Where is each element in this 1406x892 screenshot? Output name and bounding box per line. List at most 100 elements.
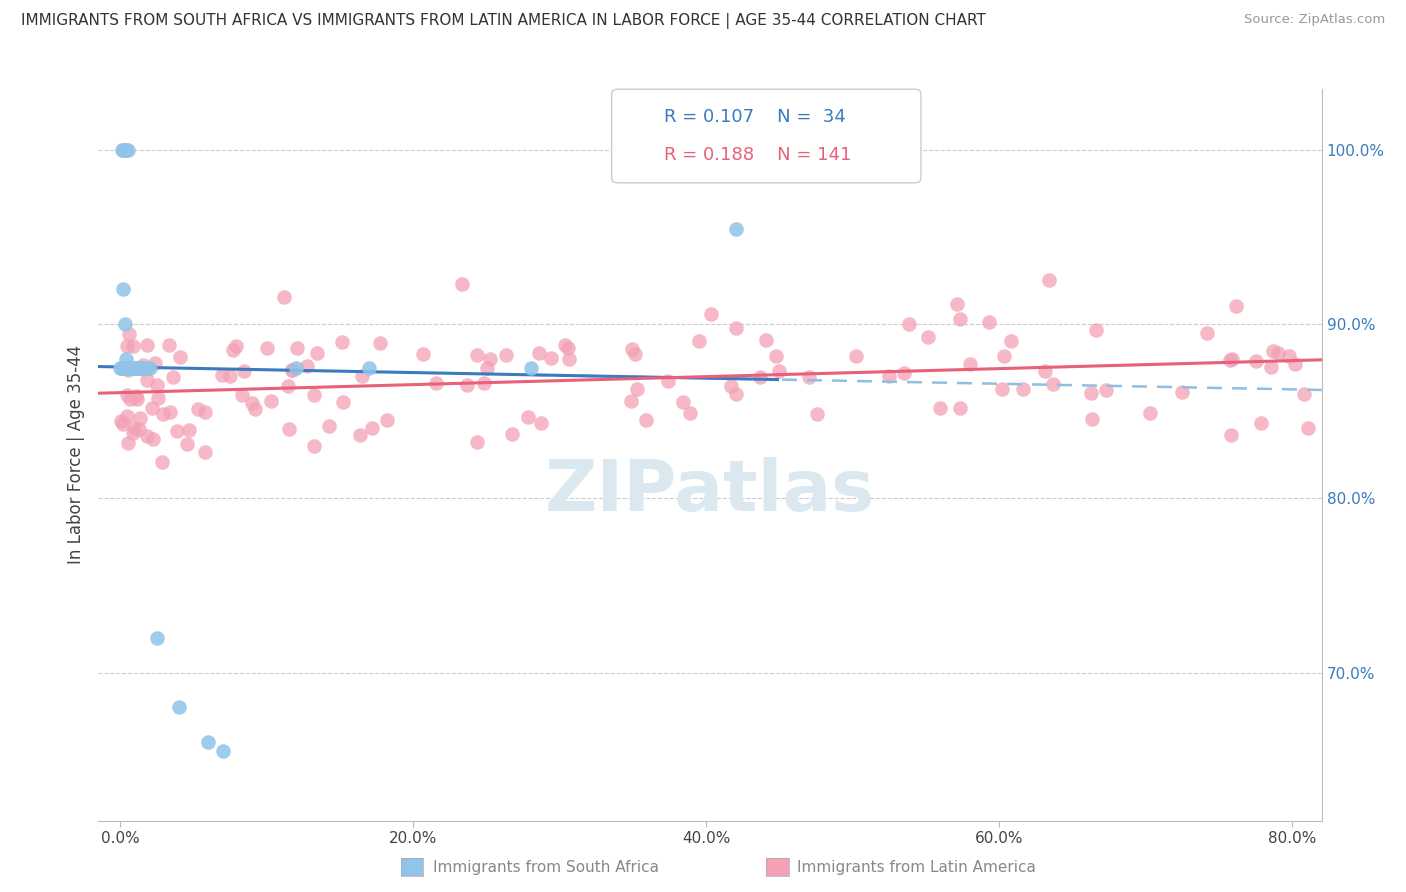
Point	[240, 396, 263, 410]
Point	[159, 405, 181, 419]
Point	[136, 337, 159, 351]
Point	[725, 387, 748, 401]
Point	[129, 360, 152, 375]
Point	[991, 382, 1014, 396]
Point	[456, 378, 478, 392]
Point	[1220, 352, 1243, 367]
Point	[845, 349, 868, 363]
Point	[124, 360, 146, 375]
Point	[636, 413, 658, 427]
Point	[138, 360, 160, 375]
Point	[1284, 357, 1306, 371]
Point	[1220, 427, 1243, 442]
Point	[1038, 273, 1060, 287]
Point	[111, 143, 134, 157]
Point	[1246, 353, 1268, 368]
Point	[118, 326, 141, 341]
Point	[1225, 299, 1247, 313]
Point	[141, 401, 163, 416]
Point	[135, 373, 157, 387]
Point	[349, 428, 371, 442]
Point	[977, 315, 1000, 329]
Point	[724, 221, 747, 235]
Point	[277, 378, 299, 392]
Point	[169, 351, 191, 365]
Point	[1261, 344, 1284, 359]
Point	[143, 356, 166, 370]
Point	[146, 378, 169, 392]
Point	[112, 283, 135, 297]
Text: IMMIGRANTS FROM SOUTH AFRICA VS IMMIGRANTS FROM LATIN AMERICA IN LABOR FORCE | A: IMMIGRANTS FROM SOUTH AFRICA VS IMMIGRAN…	[21, 13, 986, 29]
Point	[222, 343, 245, 358]
Point	[162, 370, 184, 384]
Point	[117, 409, 139, 423]
Point	[157, 338, 180, 352]
Point	[302, 388, 325, 402]
Point	[152, 407, 174, 421]
Point	[118, 360, 141, 375]
Point	[949, 312, 972, 326]
Point	[749, 369, 772, 384]
Point	[127, 360, 149, 375]
Point	[117, 360, 139, 375]
Point	[233, 364, 256, 378]
Point	[368, 335, 391, 350]
Point	[450, 277, 472, 292]
Point	[1278, 349, 1301, 363]
Point	[231, 388, 253, 402]
Point	[167, 700, 190, 714]
Point	[501, 427, 523, 442]
Point	[132, 360, 155, 375]
Point	[125, 389, 148, 403]
Point	[125, 392, 148, 407]
Point	[519, 360, 541, 375]
Point	[425, 376, 447, 390]
Point	[1219, 352, 1241, 367]
Point	[359, 360, 381, 375]
Point	[1080, 386, 1102, 401]
Point	[302, 439, 325, 453]
Point	[285, 360, 308, 375]
Point	[150, 455, 173, 469]
Point	[146, 631, 169, 645]
Point	[295, 359, 318, 373]
Point	[700, 307, 723, 321]
Point	[893, 366, 915, 380]
Point	[330, 334, 353, 349]
Point	[1267, 346, 1289, 360]
Point	[135, 429, 157, 443]
Point	[110, 360, 132, 375]
Point	[620, 343, 643, 357]
Point	[117, 388, 139, 402]
Point	[557, 342, 579, 356]
Point	[620, 394, 643, 409]
Point	[273, 290, 295, 304]
Point	[305, 346, 328, 360]
Point	[472, 376, 495, 390]
Point	[122, 339, 145, 353]
Point	[1042, 377, 1064, 392]
Point	[949, 401, 972, 416]
Text: ZIPatlas: ZIPatlas	[546, 457, 875, 526]
Text: Immigrants from South Africa: Immigrants from South Africa	[433, 860, 659, 874]
Point	[194, 445, 217, 459]
Point	[176, 437, 198, 451]
Point	[765, 349, 787, 363]
Point	[117, 143, 139, 157]
Point	[318, 419, 340, 434]
Point	[114, 360, 136, 375]
Point	[115, 339, 138, 353]
Point	[479, 351, 502, 366]
Point	[114, 318, 136, 332]
Point	[112, 143, 135, 157]
Point	[132, 358, 155, 372]
Point	[516, 409, 538, 424]
Point	[115, 143, 138, 157]
Point	[256, 341, 278, 355]
Point	[898, 317, 921, 331]
Point	[1033, 364, 1056, 378]
Point	[929, 401, 952, 415]
Point	[1081, 412, 1104, 426]
Point	[122, 425, 145, 440]
Point	[212, 744, 235, 758]
